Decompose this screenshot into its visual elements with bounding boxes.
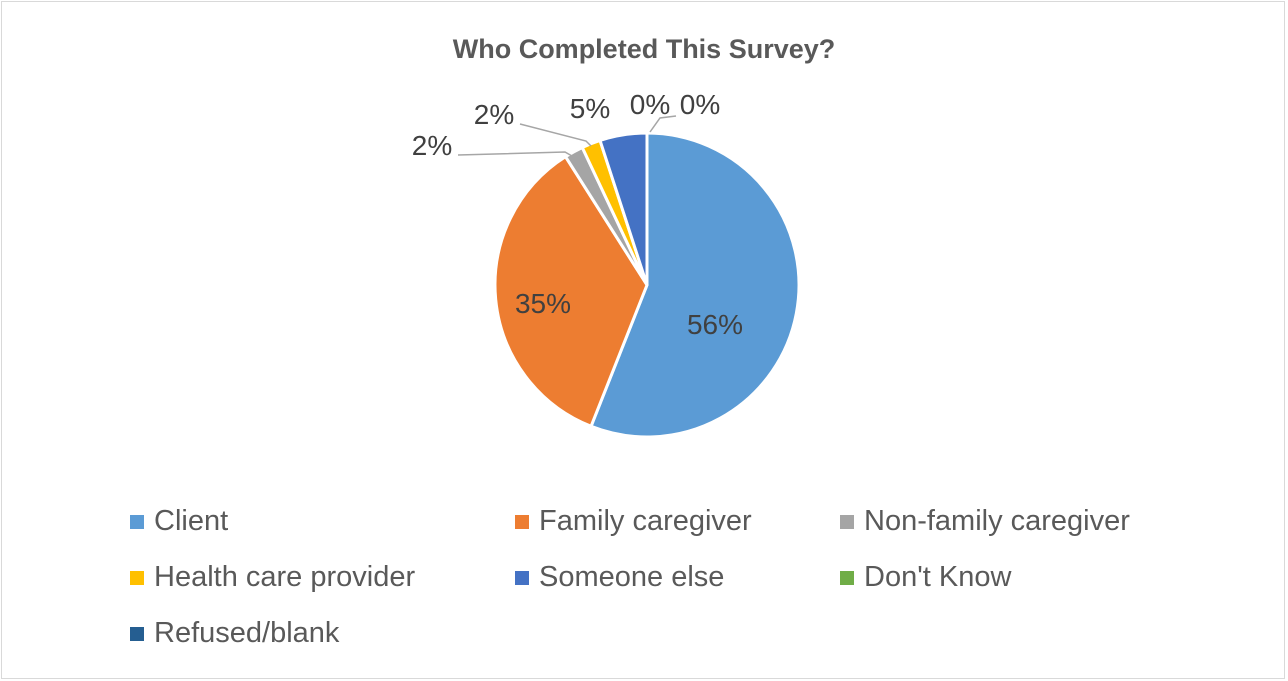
- data-label: 0%: [630, 89, 670, 120]
- data-label: 0%: [680, 89, 720, 120]
- data-label: 2%: [474, 99, 514, 130]
- legend-item: Family caregiver: [515, 505, 752, 538]
- pie-slice-someone-else: [598, 131, 649, 286]
- legend-item: Don't Know: [840, 561, 1011, 594]
- leader-line: [457, 151, 573, 157]
- legend-swatch: [130, 570, 144, 585]
- legend-item: Refused/blank: [130, 617, 339, 650]
- leader-line: [519, 123, 592, 147]
- legend-swatch: [840, 514, 854, 529]
- legend-swatch: [130, 514, 144, 529]
- data-label: 56%: [687, 309, 743, 340]
- legend-label: Health care provider: [154, 561, 416, 593]
- legend-swatch: [840, 570, 854, 585]
- legend-swatch: [130, 626, 144, 641]
- legend-item: Health care provider: [130, 561, 415, 594]
- pie-slice-client: [589, 131, 801, 439]
- chart-title: Who Completed This Survey?: [452, 34, 836, 64]
- data-label: 5%: [570, 93, 610, 124]
- legend-label: Don't Know: [864, 561, 1012, 593]
- legend-label: Client: [154, 505, 229, 537]
- legend-label: Refused/blank: [154, 617, 340, 649]
- legend-label: Non-family caregiver: [864, 505, 1130, 537]
- leader-line: [649, 115, 677, 133]
- data-label: 2%: [412, 130, 452, 161]
- legend-label: Family caregiver: [539, 505, 752, 537]
- legend-swatch: [515, 514, 529, 529]
- legend-swatch: [515, 570, 529, 585]
- legend-item: Client: [130, 505, 228, 538]
- pie-slice-family-caregiver: [493, 154, 649, 429]
- data-label: 35%: [515, 288, 571, 319]
- legend-item: Someone else: [515, 561, 724, 594]
- legend-label: Someone else: [539, 561, 725, 593]
- legend-item: Non-family caregiver: [840, 505, 1130, 538]
